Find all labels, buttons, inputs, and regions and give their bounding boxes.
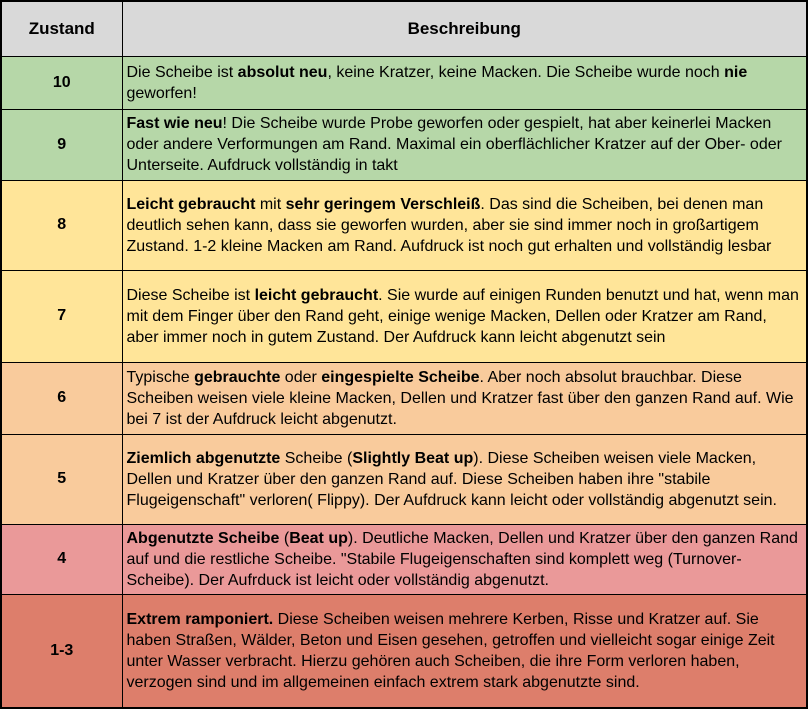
grade-cell: 6	[0, 361, 123, 435]
grade-cell: 9	[0, 108, 123, 181]
text-segment: leicht gebraucht	[254, 286, 379, 304]
text-segment: geworfen!	[126, 84, 197, 102]
table-row-grade-6: 6 Typische gebrauchte oder eingespielte …	[0, 361, 808, 435]
text-segment: eingespielte Scheibe	[321, 368, 480, 386]
text-segment: Extrem ramponiert.	[126, 610, 274, 628]
table-row-grade-7: 7 Diese Scheibe ist leicht gebraucht. Si…	[0, 269, 808, 363]
text-segment: Typische	[126, 368, 195, 386]
text-segment: (	[279, 529, 290, 547]
text-segment: mit	[255, 195, 286, 213]
grade-cell: 1-3	[0, 593, 123, 709]
header-row: Zustand Beschreibung	[0, 0, 808, 57]
text-segment: oder	[280, 368, 322, 386]
text-segment: absolut neu	[237, 63, 328, 81]
text-segment: nie	[724, 63, 748, 81]
description-cell: Leicht gebraucht mit sehr geringem Versc…	[121, 179, 808, 271]
text-segment: Fast wie neu	[126, 115, 223, 132]
text-segment: ! Die Scheibe wurde Probe geworfen oder …	[126, 115, 782, 174]
text-segment: , keine Kratzer, keine Macken. Die Schei…	[327, 63, 725, 81]
text-segment: Slightly Beat up	[352, 449, 474, 467]
description-cell: Diese Scheibe ist leicht gebraucht. Sie …	[121, 269, 808, 363]
table-row-grade-10: 10 Die Scheibe ist absolut neu, keine Kr…	[0, 55, 808, 110]
grade-cell: 4	[0, 523, 123, 595]
table-row-grade-9: 9 Fast wie neu! Die Scheibe wurde Probe …	[0, 108, 808, 181]
text-segment: . Aber noch absolut brauchbar. Diese Sch…	[126, 368, 794, 428]
description-cell: Abgenutzte Scheibe (Beat up). Deutliche …	[121, 523, 808, 595]
text-segment: . Das sind die Scheiben, bei denen man d…	[126, 195, 772, 255]
table-row-grade-5: 5 Ziemlich abgenutzte Scheibe (Slightly …	[0, 433, 808, 525]
grade-cell: 8	[0, 179, 123, 271]
grade-cell: 5	[0, 433, 123, 525]
table-row-grade-8: 8 Leicht gebraucht mit sehr geringem Ver…	[0, 179, 808, 271]
grade-cell: 7	[0, 269, 123, 363]
text-segment: Scheibe (	[280, 449, 353, 467]
text-segment: ). Deutliche Macken, Dellen und Kratzer …	[126, 529, 798, 589]
text-segment: sehr geringem Verschleiß	[285, 195, 481, 213]
grade-cell: 10	[0, 55, 123, 110]
column-header-zustand: Zustand	[0, 0, 123, 57]
description-cell: Typische gebrauchte oder eingespielte Sc…	[121, 361, 808, 435]
text-segment: ). Diese Scheiben weisen viele Macken, D…	[126, 449, 777, 509]
column-header-beschreibung: Beschreibung	[121, 0, 808, 57]
text-segment: . Sie wurde auf einigen Runden benutzt u…	[126, 286, 799, 346]
text-segment: Ziemlich abgenutzte	[126, 449, 281, 467]
text-segment: Die Scheibe ist	[126, 63, 238, 81]
description-cell: Die Scheibe ist absolut neu, keine Kratz…	[121, 55, 808, 110]
table-row-grade-4: 4 Abgenutzte Scheibe (Beat up). Deutlich…	[0, 523, 808, 595]
text-segment: Abgenutzte Scheibe	[126, 529, 280, 547]
description-cell: Fast wie neu! Die Scheibe wurde Probe ge…	[121, 108, 808, 181]
text-segment: gebrauchte	[194, 368, 281, 386]
table-row-grade-1-3: 1-3 Extrem ramponiert. Diese Scheiben we…	[0, 593, 808, 709]
text-segment: Leicht gebraucht	[126, 195, 256, 213]
description-cell: Ziemlich abgenutzte Scheibe (Slightly Be…	[121, 433, 808, 525]
text-segment: Beat up	[289, 529, 348, 547]
description-cell: Extrem ramponiert. Diese Scheiben weisen…	[121, 593, 808, 709]
text-segment: Diese Scheiben weisen mehrere Kerben, Ri…	[126, 610, 775, 691]
text-segment: Diese Scheibe ist	[126, 286, 255, 304]
